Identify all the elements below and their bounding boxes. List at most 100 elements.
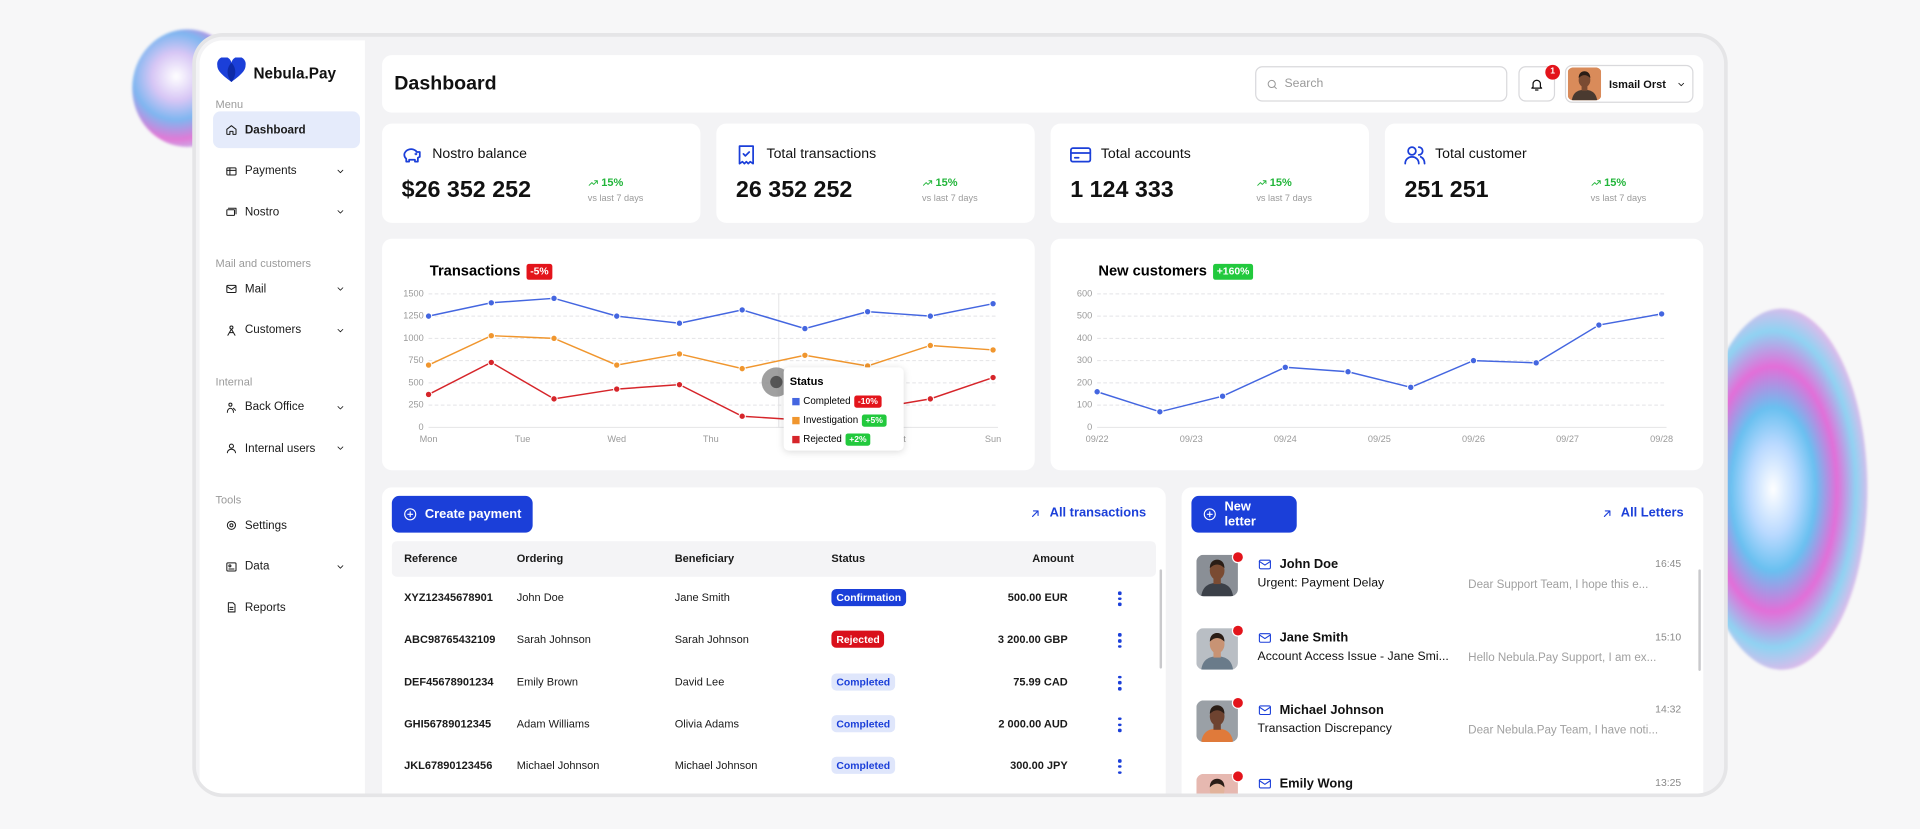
row-ordering: Adam Williams	[516, 717, 590, 730]
icon-part	[1032, 509, 1039, 517]
data-point	[1093, 388, 1101, 396]
stat-label: Nostro balance	[432, 146, 527, 162]
menu-section-title: Tools	[215, 493, 242, 506]
data-point	[424, 390, 433, 399]
menu-item[interactable]: Reports	[213, 589, 360, 626]
avatar-image	[1196, 773, 1238, 794]
icon-part	[1678, 82, 1685, 87]
row-beneficiary: Jane Smith	[674, 591, 730, 604]
avatar-image	[1196, 700, 1238, 743]
letter-preview: Dear Support Team, I hope this e...	[1468, 577, 1649, 592]
chevron	[337, 405, 344, 409]
avatar-image	[1196, 554, 1238, 597]
column-header: Amount	[1032, 552, 1074, 565]
data-point	[989, 299, 997, 308]
tooltip	[783, 367, 904, 451]
row-menu[interactable]	[1117, 759, 1123, 775]
data-point	[424, 312, 433, 320]
row-menu[interactable]	[1117, 717, 1123, 733]
menu-icon	[226, 125, 237, 135]
menu-item[interactable]: Dashboard	[213, 111, 361, 149]
dot	[1117, 759, 1122, 763]
row-menu[interactable]	[1117, 591, 1123, 607]
trend-icon	[1257, 179, 1267, 186]
notifications-button[interactable]: 1	[1518, 64, 1561, 102]
icon-part	[922, 179, 933, 186]
row-ordering: John Doe	[516, 591, 564, 604]
trend-icon	[922, 179, 933, 186]
legend-label: Investigation	[803, 415, 858, 426]
dot	[1117, 602, 1122, 607]
data-point	[1344, 368, 1352, 376]
y-tick-label: 1250	[403, 311, 423, 321]
all-transactions-link[interactable]: All transactions	[1030, 505, 1147, 521]
column-header: Ordering	[516, 552, 564, 565]
stat-change-value: 15%	[601, 176, 624, 189]
stat-change-value: 15%	[1269, 176, 1292, 189]
menu-item[interactable]: Nostro	[213, 193, 360, 230]
icon-part	[227, 602, 236, 613]
logo-icon	[217, 57, 246, 82]
data-point	[487, 358, 495, 367]
all-transactions-link-label: All transactions	[1049, 505, 1147, 521]
icon-part	[403, 148, 421, 163]
menu-item[interactable]: Settings	[213, 507, 360, 544]
menu-item[interactable]: Internal users	[213, 430, 360, 467]
stat-card: Total accounts 1 124 333 15% vs last 7 days	[1050, 123, 1369, 223]
stat-change: 15%	[922, 176, 958, 189]
y-tick-label: 500	[1077, 311, 1092, 321]
menu-item[interactable]: Mail	[213, 271, 360, 308]
search-box[interactable]: Search	[1255, 66, 1508, 102]
dot	[1117, 765, 1122, 769]
chart-title: Transactions	[430, 264, 521, 280]
menu-item[interactable]: Payments	[213, 152, 360, 189]
trend-icon	[588, 179, 598, 186]
create-payment-button[interactable]: Create payment	[391, 495, 533, 533]
row-beneficiary: David Lee	[674, 675, 725, 688]
chevron	[337, 287, 344, 291]
row-beneficiary: Michael Johnson	[674, 759, 758, 772]
dot	[1117, 723, 1122, 727]
menu-label: Settings	[244, 518, 287, 533]
icon-part	[1407, 146, 1417, 156]
column-header: Reference	[404, 552, 458, 565]
arrow-icon	[1603, 509, 1611, 517]
row-amount: 300.00 JPY	[1010, 759, 1068, 772]
y-tick-label: 200	[1077, 377, 1092, 387]
data-point	[1595, 321, 1603, 329]
stat-icon	[403, 148, 421, 163]
data-point	[1657, 310, 1666, 318]
legend-change-badge	[854, 395, 882, 408]
menu-icon	[226, 207, 237, 216]
avatar-part	[1209, 559, 1225, 569]
user-menu[interactable]: Ismail Orst	[1564, 64, 1694, 103]
new-letter-button[interactable]: New letter	[1191, 495, 1297, 533]
menu-item[interactable]: Back Office	[213, 389, 360, 426]
avatar-part	[1213, 648, 1221, 657]
y-tick-label: 400	[1077, 333, 1092, 343]
data-point	[926, 341, 935, 350]
row-amount: 500.00 EUR	[1007, 591, 1068, 604]
icon-part	[229, 523, 234, 528]
y-tick-label: 100	[1077, 400, 1092, 410]
dot	[1117, 633, 1122, 637]
create-payment-button-label: Create payment	[424, 506, 522, 522]
data-point	[1407, 383, 1415, 391]
all-letters-link[interactable]: All Letters	[1601, 506, 1684, 520]
user-avatar	[1567, 67, 1602, 101]
data-point	[926, 312, 935, 320]
menu-item[interactable]: Data	[213, 548, 360, 585]
row-amount: 3 200.00 GBP	[997, 633, 1068, 646]
row-menu[interactable]	[1117, 633, 1123, 649]
stat-label: Total accounts	[1100, 146, 1191, 162]
y-tick-label: 750	[408, 355, 423, 365]
row-ordering: Emily Brown	[516, 675, 578, 688]
legend-change: -10%	[858, 396, 878, 406]
avatar-part	[1578, 72, 1591, 88]
search-placeholder: Search	[1284, 77, 1324, 91]
icon-part	[226, 125, 237, 135]
icon-part	[1591, 179, 1601, 186]
menu-item[interactable]: Customers	[213, 312, 360, 349]
row-menu[interactable]	[1117, 675, 1123, 691]
